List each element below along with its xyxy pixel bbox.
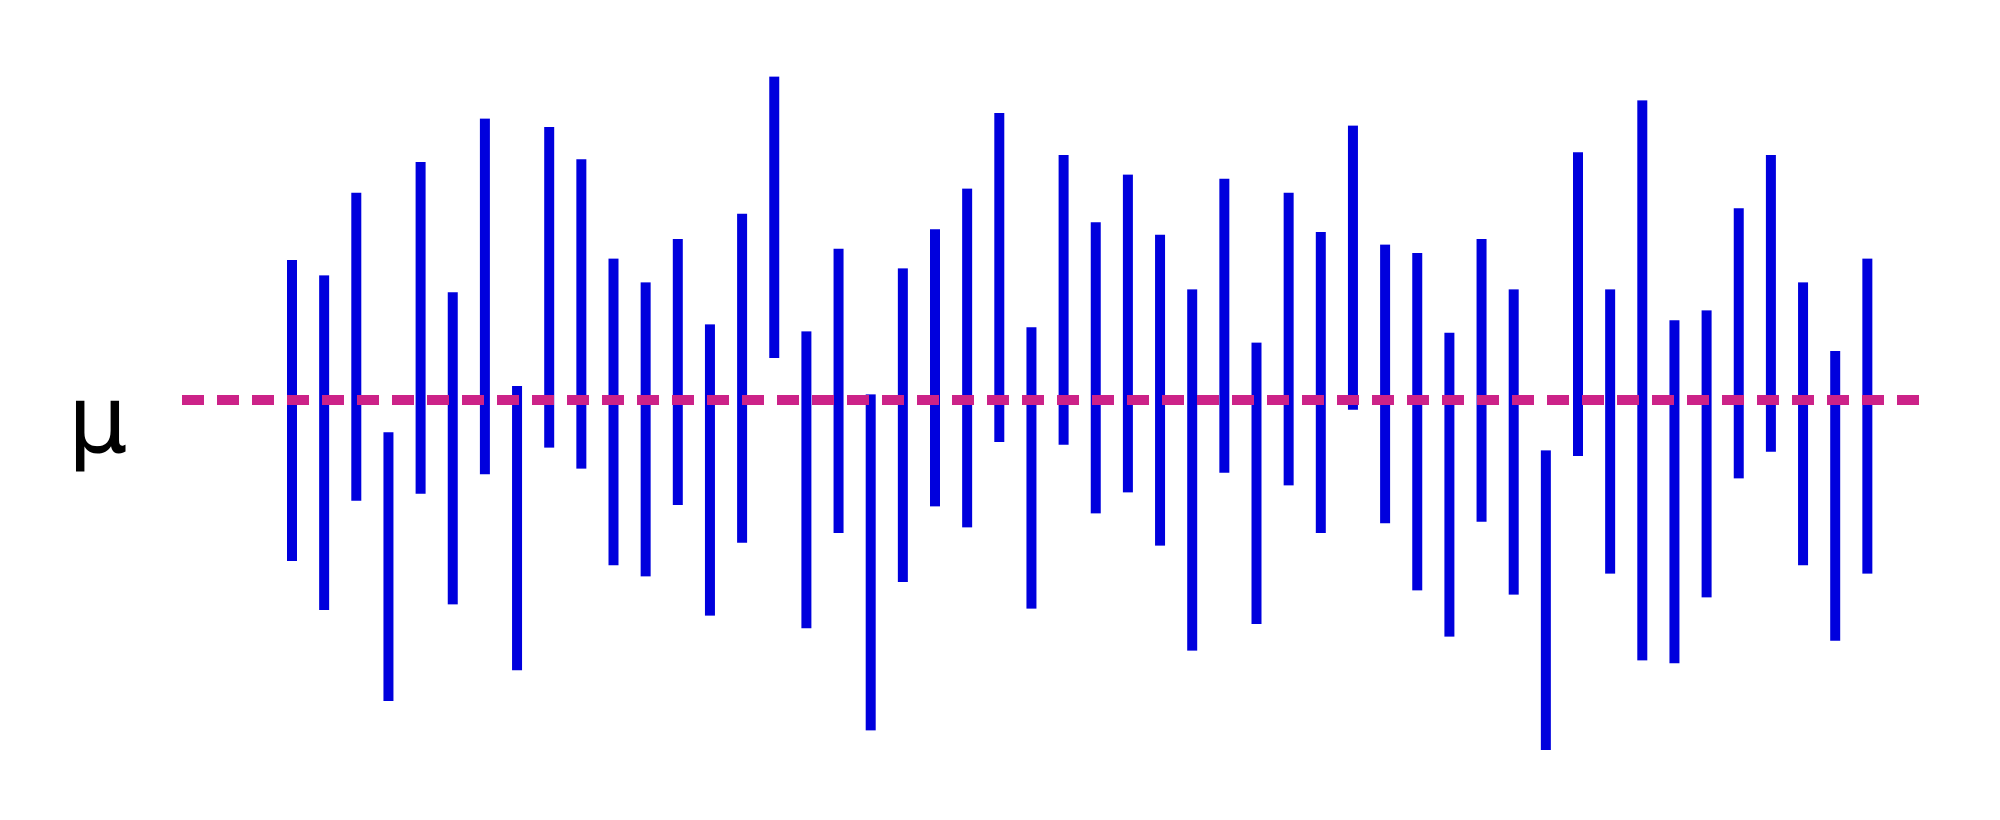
mean-label: μ — [68, 366, 128, 475]
interval-bars — [287, 76, 1873, 750]
